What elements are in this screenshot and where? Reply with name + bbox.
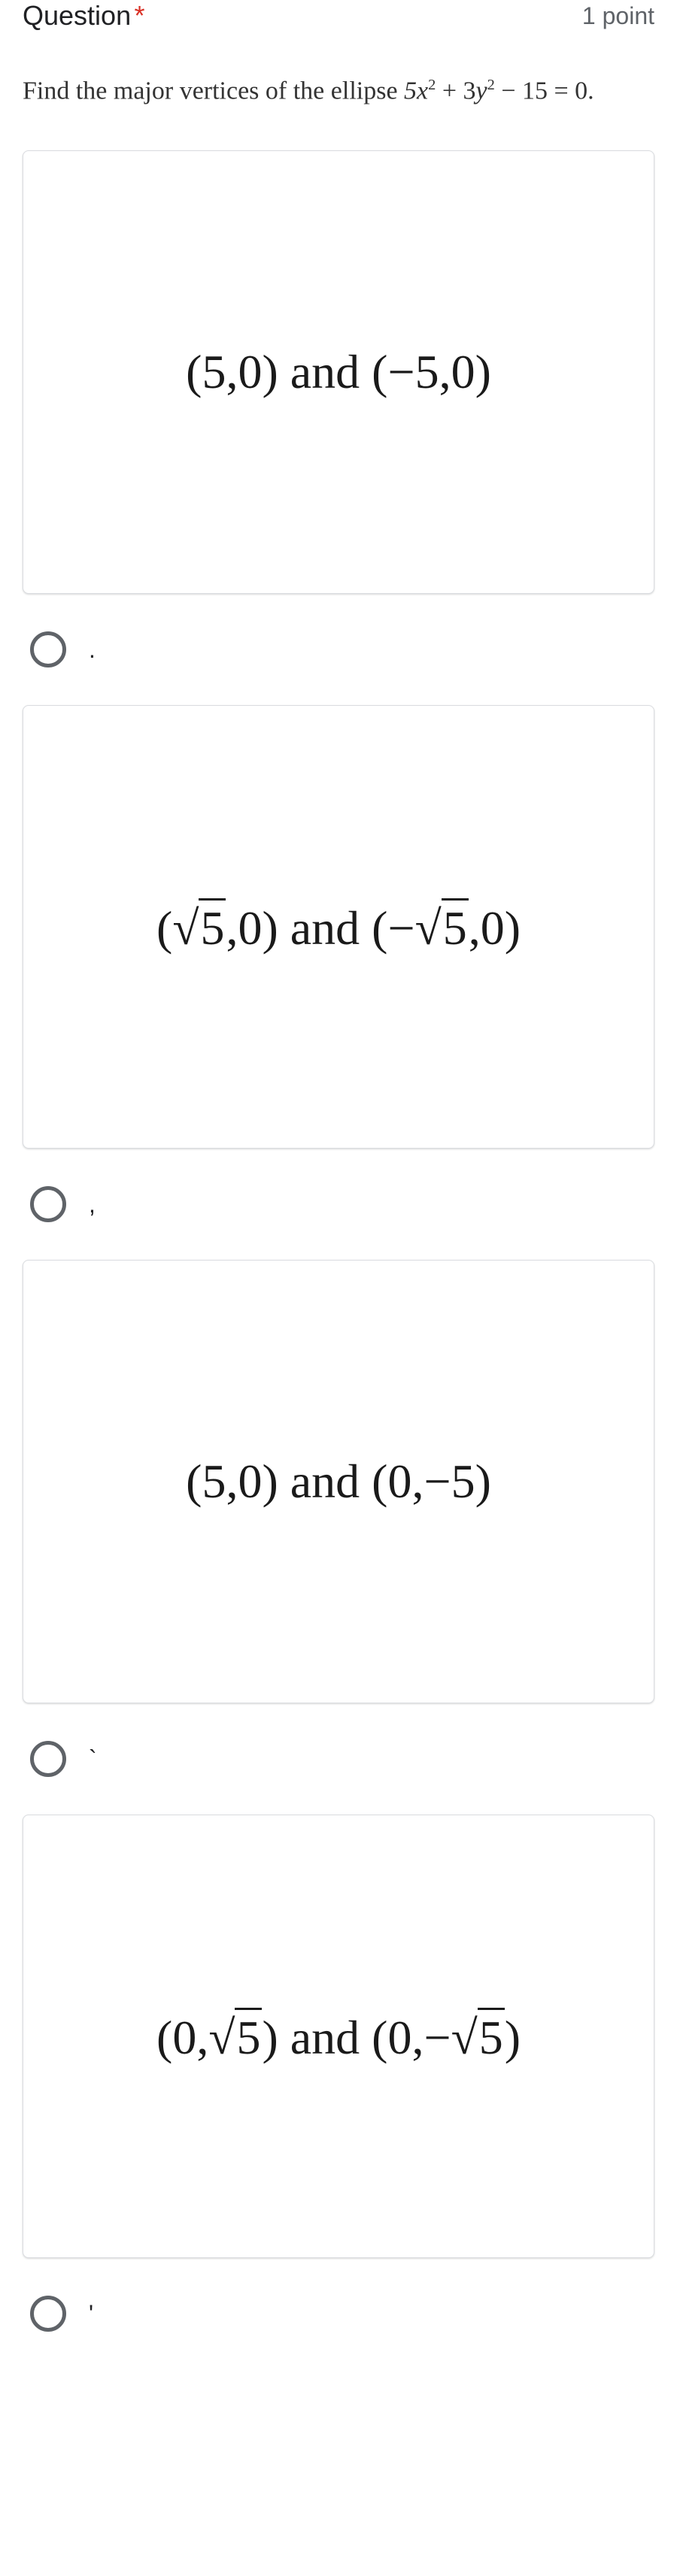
radio-option-2[interactable]: , [0,1171,677,1260]
radio-circle-icon [30,631,66,667]
points-label: 1 point [582,2,654,30]
question-header: Question * 1 point [0,0,677,54]
option-card: (√5,0) and (−√5,0) [23,705,654,1149]
option-card: (5,0) and (0,−5) [23,1260,654,1703]
question-prompt: Find the major vertices of the ellipse 5… [0,54,677,150]
prompt-prefix: Find the major vertices of the ellipse [23,77,404,104]
radio-circle-icon [30,1741,66,1777]
option-math: (5,0) and (0,−5) [171,1439,506,1524]
radio-circle-icon [30,2296,66,2332]
required-indicator: * [135,0,145,31]
radio-option-4[interactable]: ' [0,2281,677,2369]
radio-option-1[interactable]: . [0,616,677,705]
option-math: (0,√5) and (0,−√5) [141,1993,536,2081]
option-card: (5,0) and (−5,0) [23,150,654,594]
radio-label: . [89,636,96,664]
radio-label: ` [89,1745,97,1773]
question-label: Question [23,0,131,31]
radio-label: , [89,1191,96,1218]
prompt-suffix: . [587,77,594,104]
radio-circle-icon [30,1186,66,1222]
radio-label: ' [89,2300,93,2328]
question-label-wrap: Question * [23,0,145,32]
option-math: (5,0) and (−5,0) [171,329,506,415]
radio-option-3[interactable]: ` [0,1726,677,1815]
option-math: (√5,0) and (−√5,0) [141,883,536,971]
option-card: (0,√5) and (0,−√5) [23,1815,654,2258]
